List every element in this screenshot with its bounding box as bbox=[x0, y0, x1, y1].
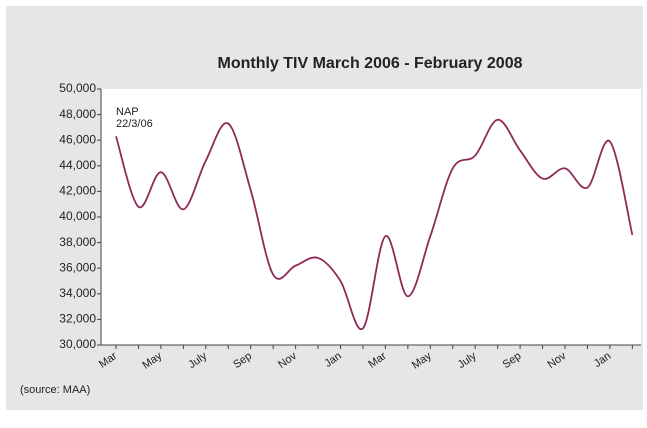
y-tick-label: 36,000 bbox=[59, 260, 96, 274]
y-tick-label: 44,000 bbox=[59, 158, 96, 172]
source-note: (source: MAA) bbox=[20, 384, 90, 396]
y-tick-label: 48,000 bbox=[59, 107, 96, 121]
y-tick-label: 46,000 bbox=[59, 132, 96, 146]
y-tick-label: 42,000 bbox=[59, 184, 96, 198]
plot-area bbox=[101, 89, 641, 345]
data-line bbox=[115, 118, 634, 330]
annotation: NAP bbox=[116, 106, 139, 118]
y-tick-label: 40,000 bbox=[59, 209, 96, 223]
y-tick-label: 30,000 bbox=[59, 337, 96, 351]
annotation: 22/3/06 bbox=[116, 118, 153, 130]
y-tick-label: 34,000 bbox=[59, 286, 96, 300]
chart-title: Monthly TIV March 2006 - February 2008 bbox=[218, 55, 523, 72]
y-tick-label: 38,000 bbox=[59, 235, 96, 249]
y-tick-label: 32,000 bbox=[59, 312, 96, 326]
y-tick-label: 50,000 bbox=[59, 81, 96, 95]
